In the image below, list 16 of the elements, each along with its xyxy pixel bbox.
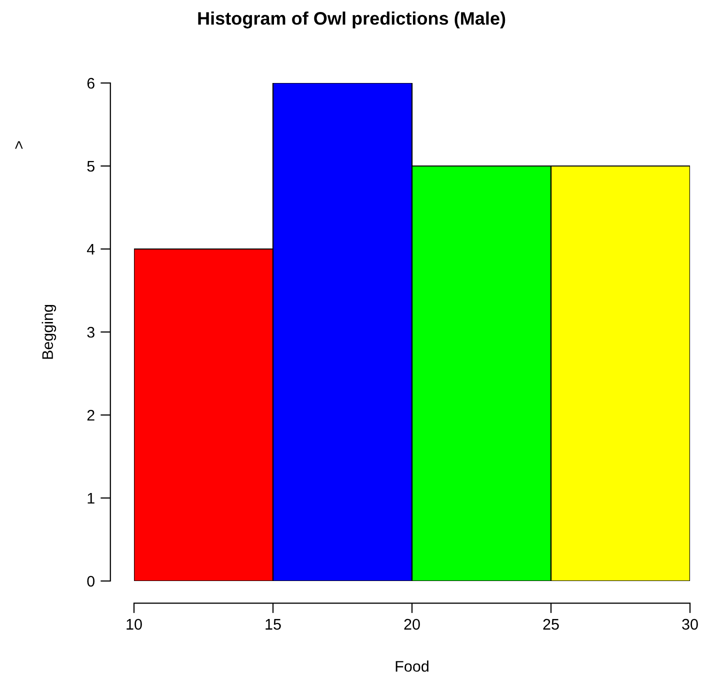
- y-axis-title: Begging: [42, 304, 56, 359]
- y-tick-label: 3: [87, 326, 94, 338]
- y-tick-label: 6: [87, 78, 94, 89]
- x-tick-label: 30: [682, 618, 698, 630]
- y-tick-label: 1: [88, 493, 94, 504]
- chart-title: Histogram of Owl predictions (Male): [198, 12, 506, 28]
- x-tick-label: 25: [543, 618, 559, 630]
- x-tick-label: 15: [266, 619, 281, 630]
- y-tick-label: 2: [87, 410, 94, 421]
- text: >: [15, 141, 23, 149]
- x-tick-label: 10: [126, 618, 142, 630]
- y-tick-label: 4: [86, 244, 95, 255]
- y-tick-label: 5: [87, 161, 94, 172]
- y-tick-label: 0: [87, 576, 95, 587]
- x-axis-title: Food: [396, 660, 428, 672]
- x-tick-label: 20: [404, 618, 420, 630]
